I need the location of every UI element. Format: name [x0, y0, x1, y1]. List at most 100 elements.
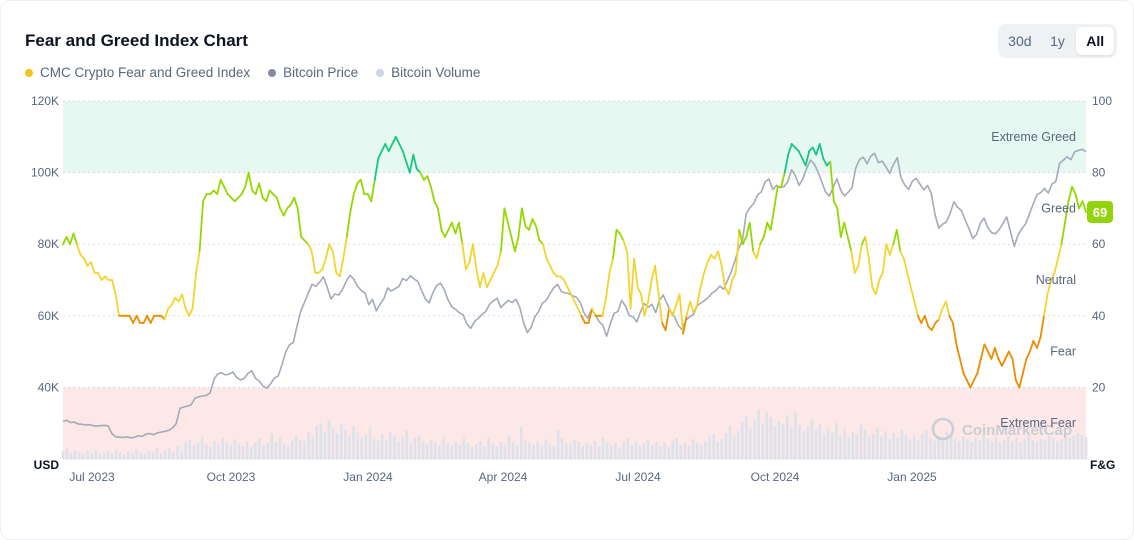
volume-bar [830, 432, 834, 459]
volume-bar [736, 430, 740, 459]
fear-greed-segment [247, 171, 254, 192]
fear-greed-segment [829, 160, 835, 203]
tab-all[interactable]: All [1076, 27, 1115, 55]
y-right-tick-label: 20 [1092, 380, 1106, 394]
volume-bar [225, 441, 228, 459]
fear-greed-segment [443, 228, 450, 238]
volume-bar [159, 452, 163, 459]
fear-greed-segment [969, 379, 975, 389]
volume-bar [524, 439, 527, 459]
volume-bar [998, 442, 1002, 459]
legend-item-fear-greed[interactable]: CMC Crypto Fear and Greed Index [25, 65, 250, 80]
fear-greed-segment [608, 257, 614, 274]
volume-bar [135, 448, 138, 459]
fear-greed-segment [818, 143, 825, 160]
x-tick-label: Jan 2024 [343, 470, 393, 484]
volume-bar [876, 427, 879, 459]
volume-bar [601, 437, 605, 459]
fear-greed-segment [945, 300, 951, 317]
volume-bar [479, 441, 482, 459]
legend-label-bitcoin-volume: Bitcoin Volume [391, 65, 481, 80]
fear-greed-segment [377, 150, 383, 160]
fear-greed-segment [475, 268, 481, 289]
volume-bar [650, 444, 654, 459]
fear-greed-segment [952, 322, 958, 346]
volume-bar [626, 438, 629, 459]
fear-greed-segment [496, 250, 502, 267]
volume-bar [421, 441, 425, 459]
fear-greed-segment [531, 218, 537, 228]
volume-bar [655, 441, 658, 459]
fear-greed-segment [429, 185, 436, 203]
fear-greed-segment [219, 178, 226, 188]
volume-bar [585, 443, 589, 459]
fear-greed-segment [591, 307, 597, 317]
volume-bar [82, 454, 85, 459]
volume-bar [401, 437, 404, 459]
volume-bar [397, 441, 400, 459]
volume-bar [974, 437, 977, 459]
fear-greed-segment [811, 146, 818, 156]
fear-greed-segment [387, 143, 394, 153]
volume-bar [728, 425, 732, 459]
volume-bar [188, 439, 192, 459]
volume-bar [560, 438, 564, 459]
fear-greed-segment [191, 271, 198, 310]
volume-bar [384, 440, 388, 459]
legend-dot-bitcoin-volume [376, 68, 385, 77]
volume-bar [417, 435, 421, 459]
volume-bar [196, 442, 200, 459]
volume-bar [1039, 438, 1043, 459]
volume-bar [499, 441, 503, 459]
volume-bar [425, 444, 429, 459]
volume-bar [679, 444, 683, 459]
volume-bar [945, 431, 949, 459]
volume-bar [131, 453, 134, 459]
volume-bar [1068, 437, 1071, 459]
volume-bar [282, 443, 286, 459]
volume-bar [86, 450, 89, 459]
fear-greed-segment [874, 279, 881, 296]
y-left-axis-label: USD [34, 458, 60, 472]
fear-greed-segment [962, 372, 968, 382]
volume-bar [908, 439, 912, 459]
volume-bar [442, 437, 445, 459]
fear-greed-segment [980, 343, 986, 360]
fear-greed-segment [545, 257, 551, 267]
fear-greed-segment [864, 236, 870, 260]
fear-greed-segment [923, 314, 930, 328]
fear-greed-segment [468, 243, 474, 264]
volume-bar [892, 433, 895, 459]
volume-bar [237, 443, 241, 459]
tab-30d[interactable]: 30d [1008, 33, 1032, 49]
fear-greed-segment [731, 271, 737, 281]
volume-bar [663, 442, 666, 459]
fear-greed-segment [408, 153, 415, 174]
fear-greed-segment [258, 182, 264, 199]
y-right-tick-label: 40 [1092, 309, 1106, 323]
fear-greed-segment [727, 279, 734, 296]
tab-1y[interactable]: 1y [1050, 33, 1065, 49]
fear-greed-segment [685, 300, 691, 317]
volume-bar [978, 440, 981, 459]
fear-greed-segment [1053, 257, 1059, 274]
fear-greed-segment [881, 243, 888, 274]
legend-item-bitcoin-price[interactable]: Bitcoin Price [268, 65, 358, 80]
legend-item-bitcoin-volume[interactable]: Bitcoin Volume [376, 65, 480, 80]
fear-greed-segment [678, 293, 684, 335]
fear-greed-segment [1074, 193, 1080, 210]
fear-greed-segment [342, 236, 348, 260]
volume-bar [507, 435, 511, 459]
volume-bar [634, 441, 638, 459]
volume-bar [912, 435, 916, 459]
fear-greed-segment [846, 236, 853, 253]
fear-greed-segment [689, 300, 695, 314]
fear-greed-segment [916, 314, 923, 324]
volume-bar [695, 443, 699, 459]
volume-bar [966, 439, 969, 459]
volume-bar [438, 445, 441, 459]
volume-bar [450, 445, 454, 459]
volume-bar [233, 439, 237, 459]
axes: 40K 60K 80K 100K 120K 20 40 60 80 100 USD F&G Jul 20… [31, 94, 1115, 484]
volume-bar [495, 446, 499, 459]
